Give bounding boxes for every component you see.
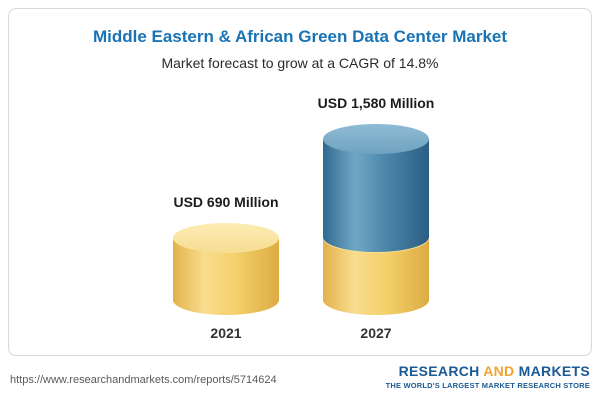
logo-word-markets: MARKETS [518,363,590,379]
chart-subtitle: Market forecast to grow at a CAGR of 14.… [161,55,439,71]
page-footer: https://www.researchandmarkets.com/repor… [0,358,600,392]
logo-tagline: THE WORLD'S LARGEST MARKET RESEARCH STOR… [385,381,590,390]
chart-title: Middle Eastern & African Green Data Cent… [92,27,508,46]
cylinder-cap-2021 [173,223,279,254]
cylinder-bar-2021 [173,223,279,315]
bar-group-2021: USD 690 Million 2021 [173,194,279,341]
chart-card: Middle Eastern & African Green Data Cent… [8,8,592,356]
bar-segment-2021 [173,223,279,315]
logo-word-research: RESEARCH [398,363,480,379]
research-and-markets-logo: RESEARCH AND MARKETS THE WORLD'S LARGEST… [386,363,590,390]
bar-group-2027: USD 1,580 Million 2027 [318,95,435,341]
bar-segment-2027-growth [323,124,429,253]
value-label-2027: USD 1,580 Million [317,95,435,111]
cylinder-bar-2027 [323,124,429,315]
cylinder-cap-2027-growth [323,124,429,154]
report-url: https://www.researchandmarkets.com/repor… [10,374,277,386]
category-label-2027: 2027 [360,325,392,341]
category-label-2021: 2021 [210,325,242,341]
value-label-2021: USD 690 Million [173,194,279,211]
logo-word-and: AND [483,363,515,379]
logo-wordmark: RESEARCH AND MARKETS [386,363,590,379]
